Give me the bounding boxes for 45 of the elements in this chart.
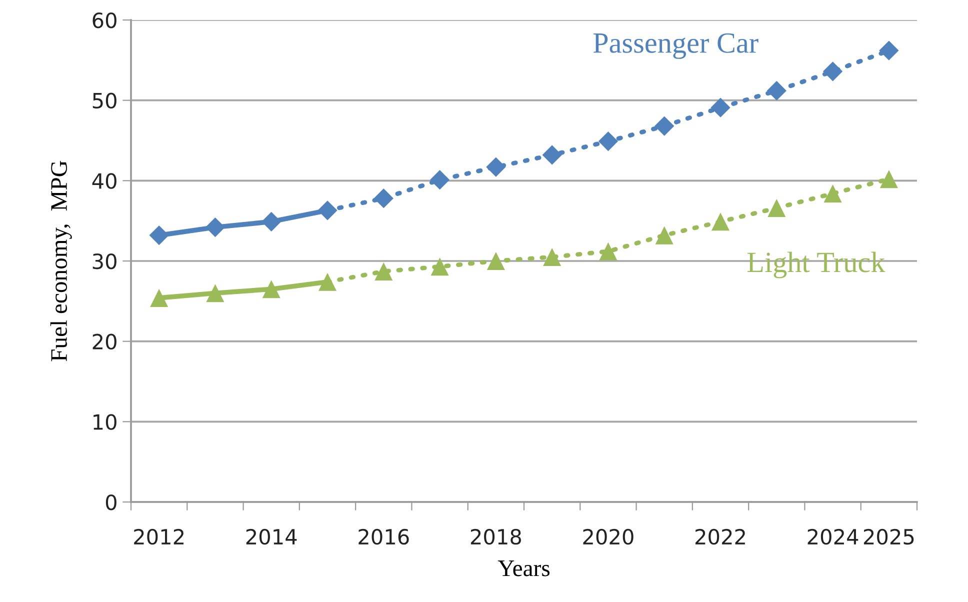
point: [654, 116, 674, 136]
point: [599, 242, 618, 260]
point: [598, 131, 618, 152]
x-tick-label: 2012: [134, 528, 184, 545]
x-tick-label: 2025: [864, 528, 914, 545]
x-tick-label: 2022: [696, 528, 745, 545]
point: [262, 212, 282, 232]
y-axis-title: Fuel economy, MPG: [50, 160, 72, 362]
point: [486, 252, 505, 270]
y-tick-label: 60: [92, 12, 116, 28]
x-axis-title: Years: [498, 560, 550, 576]
point: [150, 288, 168, 307]
point: [880, 170, 898, 188]
y-tick-label: 10: [94, 414, 116, 430]
point: [374, 188, 394, 208]
point: [374, 262, 393, 280]
x-tick-label: 2018: [470, 528, 522, 545]
point: [824, 184, 842, 203]
point: [822, 62, 843, 82]
point: [262, 280, 280, 298]
point: [543, 248, 562, 266]
x-tick-label: 2024: [808, 528, 858, 545]
y-tick-label: 50: [92, 92, 116, 109]
point: [205, 217, 226, 238]
point: [655, 226, 674, 244]
point: [879, 40, 899, 60]
series-label: Passenger Car: [593, 33, 758, 59]
point: [768, 198, 786, 218]
series-label: Light Truck: [747, 252, 886, 278]
x-tick-label: 2020: [583, 528, 634, 545]
point: [149, 225, 169, 246]
point: [206, 284, 224, 302]
point: [766, 80, 786, 101]
x-tick-label: 2016: [358, 528, 409, 545]
y-tick-label: 40: [92, 173, 116, 189]
y-tick-label: 20: [92, 334, 116, 350]
point: [542, 145, 562, 165]
point: [430, 170, 450, 190]
point: [710, 98, 730, 118]
point: [486, 157, 506, 177]
y-tick-label: 30: [92, 253, 116, 270]
point: [711, 212, 730, 231]
x-tick-label: 2014: [246, 528, 297, 545]
point: [430, 258, 449, 276]
y-tick-label: 0: [106, 494, 116, 510]
